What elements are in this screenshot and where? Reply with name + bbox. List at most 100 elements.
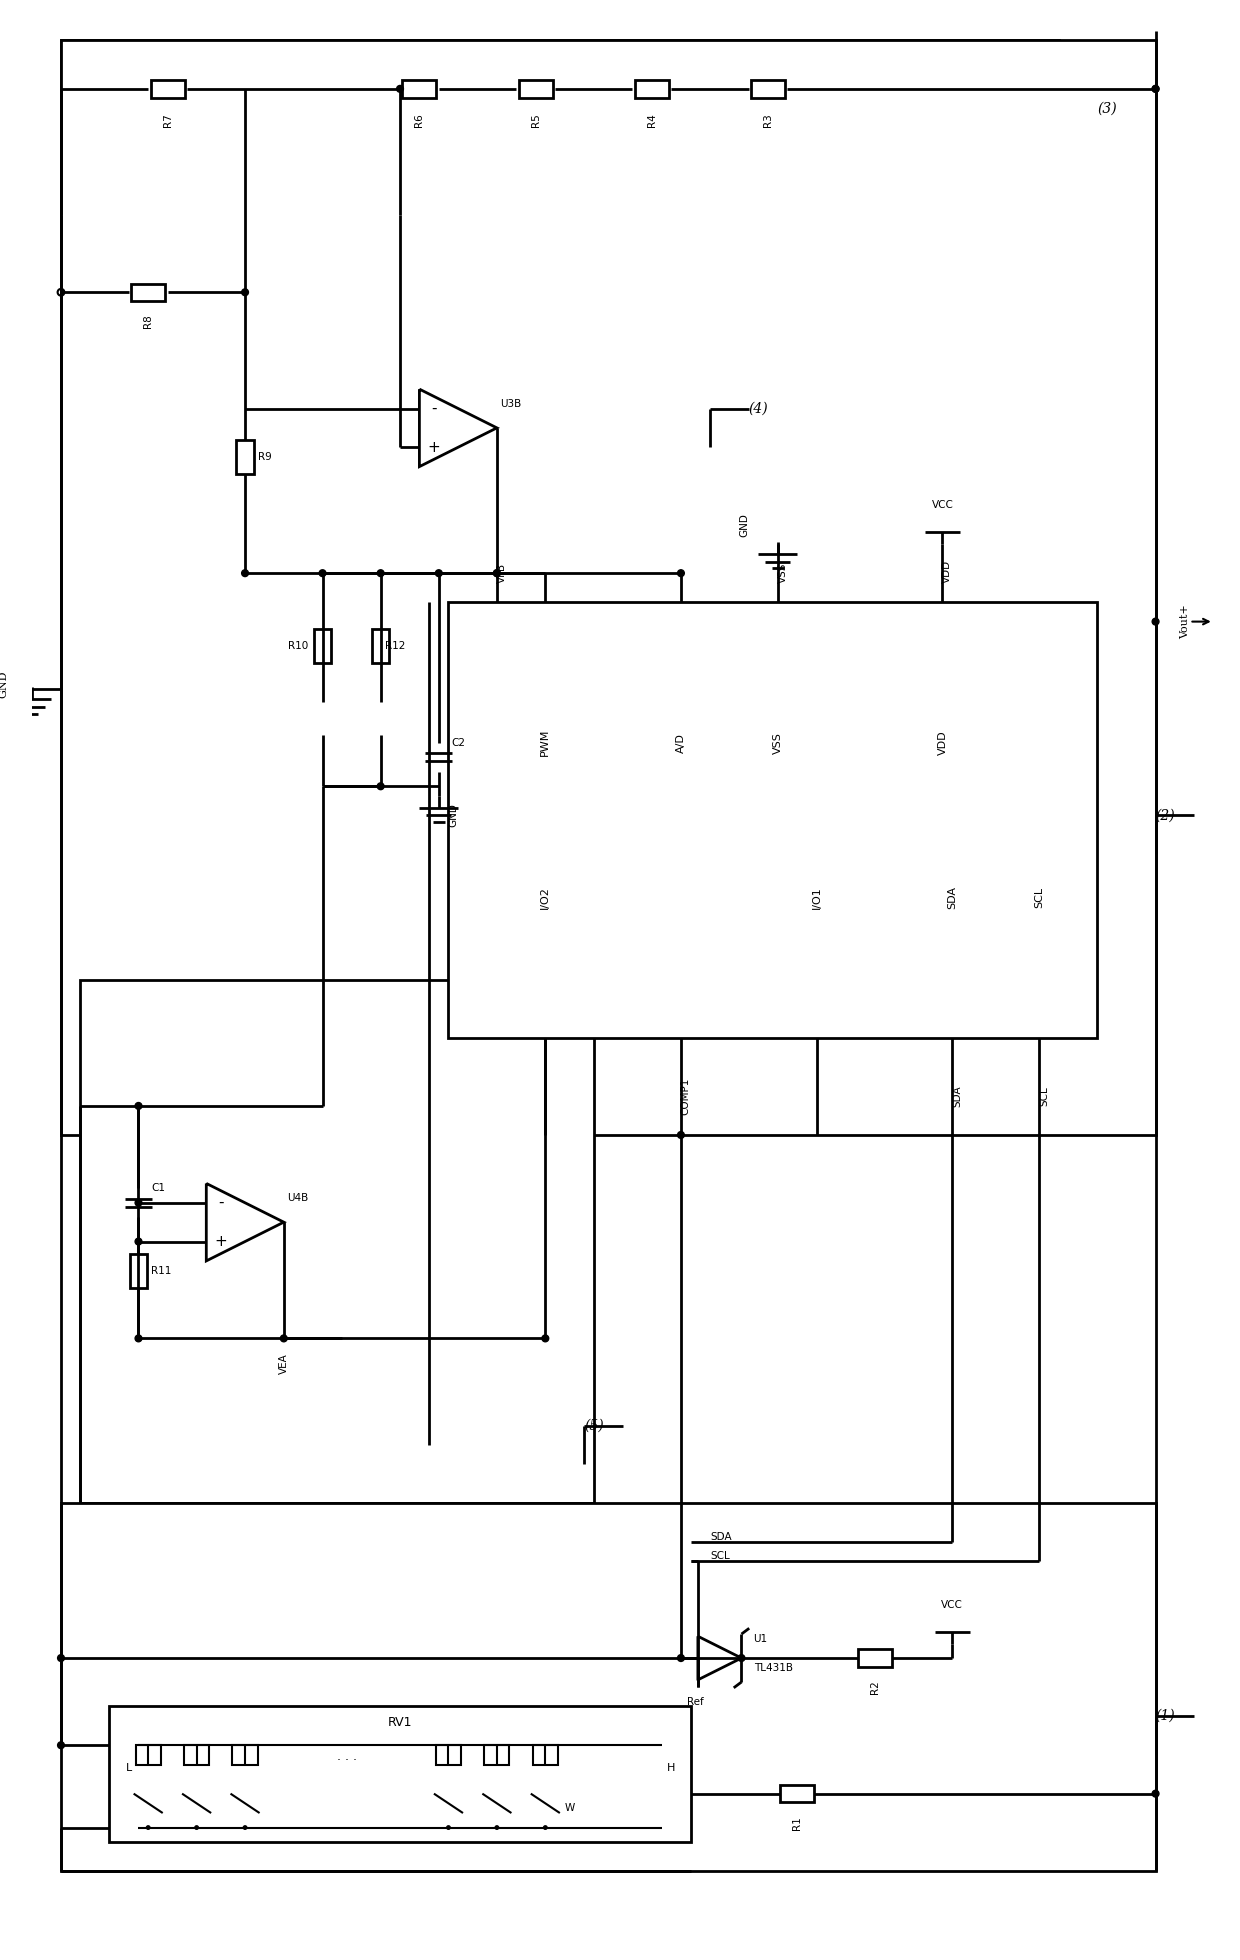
Circle shape bbox=[280, 1335, 288, 1343]
Bar bbox=[81, 980, 594, 1503]
Text: R1: R1 bbox=[792, 1815, 802, 1831]
Text: (1): (1) bbox=[1156, 1709, 1176, 1723]
Text: R9: R9 bbox=[258, 453, 272, 463]
Bar bbox=[232, 1744, 258, 1764]
Circle shape bbox=[377, 570, 384, 576]
Text: VCC: VCC bbox=[931, 500, 954, 510]
Text: (4): (4) bbox=[749, 402, 769, 416]
Bar bbox=[61, 41, 1059, 216]
Text: U1: U1 bbox=[754, 1633, 768, 1644]
Text: +: + bbox=[428, 439, 440, 455]
Circle shape bbox=[57, 1742, 64, 1748]
Bar bbox=[518, 80, 553, 98]
Circle shape bbox=[57, 1654, 64, 1662]
Text: VEA: VEA bbox=[279, 1352, 289, 1374]
Circle shape bbox=[446, 1827, 450, 1829]
Text: SCL: SCL bbox=[711, 1550, 730, 1562]
Bar bbox=[61, 1503, 1156, 1872]
Circle shape bbox=[195, 1827, 198, 1829]
Text: VCC: VCC bbox=[941, 1599, 963, 1609]
Text: U3B: U3B bbox=[500, 398, 521, 410]
Bar bbox=[858, 1648, 892, 1666]
Circle shape bbox=[494, 570, 500, 576]
Text: R10: R10 bbox=[288, 641, 308, 651]
Text: I/O1: I/O1 bbox=[811, 886, 822, 909]
Text: R6: R6 bbox=[414, 114, 424, 127]
Text: R7: R7 bbox=[162, 114, 172, 127]
Circle shape bbox=[435, 570, 443, 576]
Text: (2): (2) bbox=[1156, 808, 1176, 823]
Bar bbox=[485, 1744, 510, 1764]
Text: H: H bbox=[667, 1762, 676, 1772]
Circle shape bbox=[677, 570, 684, 576]
Bar bbox=[314, 629, 331, 662]
Text: R4: R4 bbox=[647, 114, 657, 127]
Text: Ref: Ref bbox=[687, 1697, 704, 1707]
Bar bbox=[61, 41, 1156, 1135]
Text: (5): (5) bbox=[584, 1419, 604, 1433]
Text: R8: R8 bbox=[143, 314, 154, 327]
Text: C1: C1 bbox=[151, 1184, 165, 1194]
Text: GND: GND bbox=[449, 804, 459, 827]
Circle shape bbox=[494, 570, 500, 576]
Text: VSS: VSS bbox=[777, 563, 787, 582]
Text: TL431B: TL431B bbox=[754, 1662, 792, 1674]
Text: SCL: SCL bbox=[1034, 888, 1044, 907]
Text: U4B: U4B bbox=[286, 1194, 308, 1203]
Text: RV1: RV1 bbox=[388, 1717, 412, 1729]
Text: A/D: A/D bbox=[676, 733, 686, 753]
Circle shape bbox=[135, 1103, 141, 1109]
Text: (3): (3) bbox=[1097, 102, 1117, 116]
Circle shape bbox=[319, 570, 326, 576]
Text: PWM: PWM bbox=[541, 729, 551, 757]
Text: GND: GND bbox=[739, 514, 749, 537]
Text: . . .: . . . bbox=[337, 1750, 357, 1764]
Bar bbox=[184, 1744, 210, 1764]
Text: +: + bbox=[215, 1235, 227, 1249]
Bar bbox=[449, 602, 1097, 1039]
Circle shape bbox=[146, 1827, 150, 1829]
Circle shape bbox=[677, 1131, 684, 1139]
Bar bbox=[403, 80, 436, 98]
Circle shape bbox=[135, 1335, 141, 1343]
Text: -: - bbox=[432, 402, 436, 416]
Text: VDD: VDD bbox=[937, 731, 947, 755]
Circle shape bbox=[1152, 617, 1159, 625]
Circle shape bbox=[1152, 86, 1159, 92]
Text: SDA: SDA bbox=[952, 1086, 962, 1107]
Text: VFB: VFB bbox=[497, 563, 507, 582]
Circle shape bbox=[543, 1827, 547, 1829]
Circle shape bbox=[135, 1239, 141, 1245]
Text: R12: R12 bbox=[386, 641, 405, 651]
Text: -: - bbox=[218, 1196, 223, 1209]
Bar bbox=[436, 1744, 461, 1764]
Circle shape bbox=[135, 1200, 141, 1205]
Text: W: W bbox=[564, 1803, 575, 1813]
Circle shape bbox=[377, 782, 384, 790]
Bar bbox=[372, 629, 389, 662]
Bar bbox=[131, 284, 165, 302]
Bar bbox=[109, 1707, 691, 1842]
Text: VDD: VDD bbox=[942, 561, 952, 582]
Text: R3: R3 bbox=[763, 114, 773, 127]
Circle shape bbox=[495, 1827, 498, 1829]
Text: SDA: SDA bbox=[711, 1533, 732, 1543]
Circle shape bbox=[242, 570, 248, 576]
Text: SCL: SCL bbox=[1039, 1086, 1049, 1105]
Text: R11: R11 bbox=[151, 1266, 171, 1276]
Circle shape bbox=[677, 1654, 684, 1662]
Text: Vout+: Vout+ bbox=[1179, 604, 1189, 639]
Bar bbox=[237, 439, 254, 474]
Circle shape bbox=[1152, 1789, 1159, 1797]
Text: R5: R5 bbox=[531, 114, 541, 127]
Circle shape bbox=[738, 1654, 745, 1662]
Circle shape bbox=[243, 1827, 247, 1829]
Bar bbox=[751, 80, 785, 98]
Text: I/O2: I/O2 bbox=[541, 886, 551, 909]
Bar bbox=[780, 1786, 815, 1803]
Bar bbox=[533, 1744, 558, 1764]
Text: C2: C2 bbox=[451, 737, 465, 747]
Text: R2: R2 bbox=[869, 1680, 879, 1693]
Text: GND: GND bbox=[0, 670, 7, 698]
Text: VSS: VSS bbox=[773, 731, 782, 755]
